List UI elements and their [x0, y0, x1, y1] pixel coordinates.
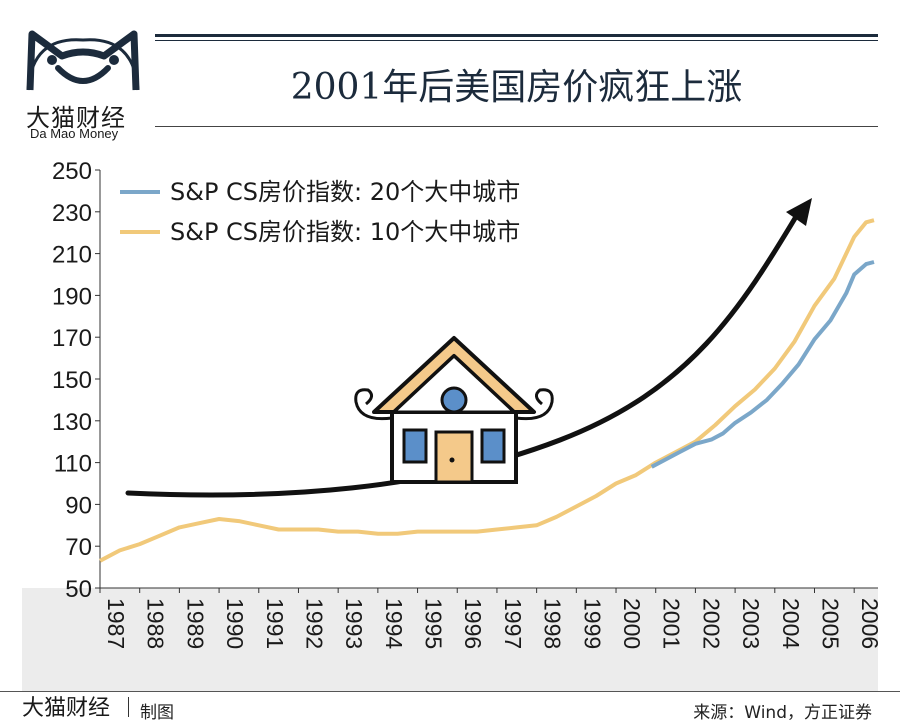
x-tick-label: 2002: [698, 598, 724, 649]
y-tick-label: 230: [52, 200, 92, 227]
x-tick-label: 2005: [817, 598, 843, 649]
cat-logo-icon: [26, 30, 140, 91]
x-tick-label: 2006: [857, 598, 883, 649]
footer-made-by: 制图: [140, 703, 174, 723]
chart-legend: S&P CS房价指数: 20个大中城市 S&P CS房价指数: 10个大中城市: [120, 178, 520, 246]
footer-brand: 大猫财经: [22, 696, 111, 721]
series-line-10-cities: [99, 218, 875, 563]
x-tick-label: 1993: [341, 598, 367, 649]
x-tick-label: 1998: [540, 598, 566, 649]
x-tick-label: 1994: [381, 598, 407, 649]
x-tick-label: 1987: [103, 598, 129, 649]
x-tick-label: 1997: [500, 598, 526, 649]
y-tick-label: 90: [65, 492, 92, 519]
house-icon: [354, 336, 554, 484]
x-tick-label: 1990: [222, 598, 248, 649]
y-tick-label: 50: [65, 576, 92, 603]
y-tick-label: 110: [54, 451, 92, 478]
x-axis-band: [22, 588, 878, 692]
logo-name-cn: 大猫财经: [26, 104, 126, 132]
footer-rule: [0, 691, 900, 692]
series-line-20-cities: [650, 260, 875, 469]
x-tick-label: 2003: [738, 598, 764, 649]
x-tick-label: 1989: [182, 598, 208, 649]
chart-title: 2001年后美国房价疯狂上涨: [290, 67, 743, 108]
y-tick-label: 130: [52, 409, 92, 436]
x-tick-label: 2001: [659, 598, 685, 649]
footer-source: 来源：Wind，方正证券: [693, 703, 872, 723]
x-tick-label: 1992: [301, 598, 327, 649]
x-tick-label: 1988: [143, 598, 169, 649]
x-tick-label: 1991: [262, 598, 288, 649]
title-rule-bottom: [155, 126, 878, 127]
x-tick-label: 2000: [619, 598, 645, 649]
legend-label-20: S&P CS房价指数: 20个大中城市: [170, 178, 520, 206]
x-tick-label: 1995: [421, 598, 447, 649]
legend-label-10: S&P CS房价指数: 10个大中城市: [170, 218, 520, 246]
logo-name-en: Da Mao Money: [30, 126, 119, 141]
title-rule-top-thin: [155, 40, 878, 41]
y-tick-label: 170: [52, 325, 92, 352]
footer-separator: [128, 697, 129, 717]
title-rule-top: [155, 34, 878, 37]
trend-arrow-icon: [125, 207, 803, 498]
y-tick-label: 70: [65, 534, 92, 561]
y-tick-label: 210: [52, 242, 92, 269]
x-tick-label: 1996: [460, 598, 486, 649]
y-tick-label: 150: [52, 367, 92, 394]
x-tick-label: 2004: [778, 598, 804, 649]
trend-arrowhead: [786, 198, 812, 226]
line-chart: 50 70 90 110 130 150 170 190 210 230 250 1987 1988 1…: [22, 158, 883, 692]
x-tick-label: 1999: [579, 598, 605, 649]
y-tick-label: 190: [52, 283, 92, 310]
y-tick-label: 250: [52, 158, 92, 185]
